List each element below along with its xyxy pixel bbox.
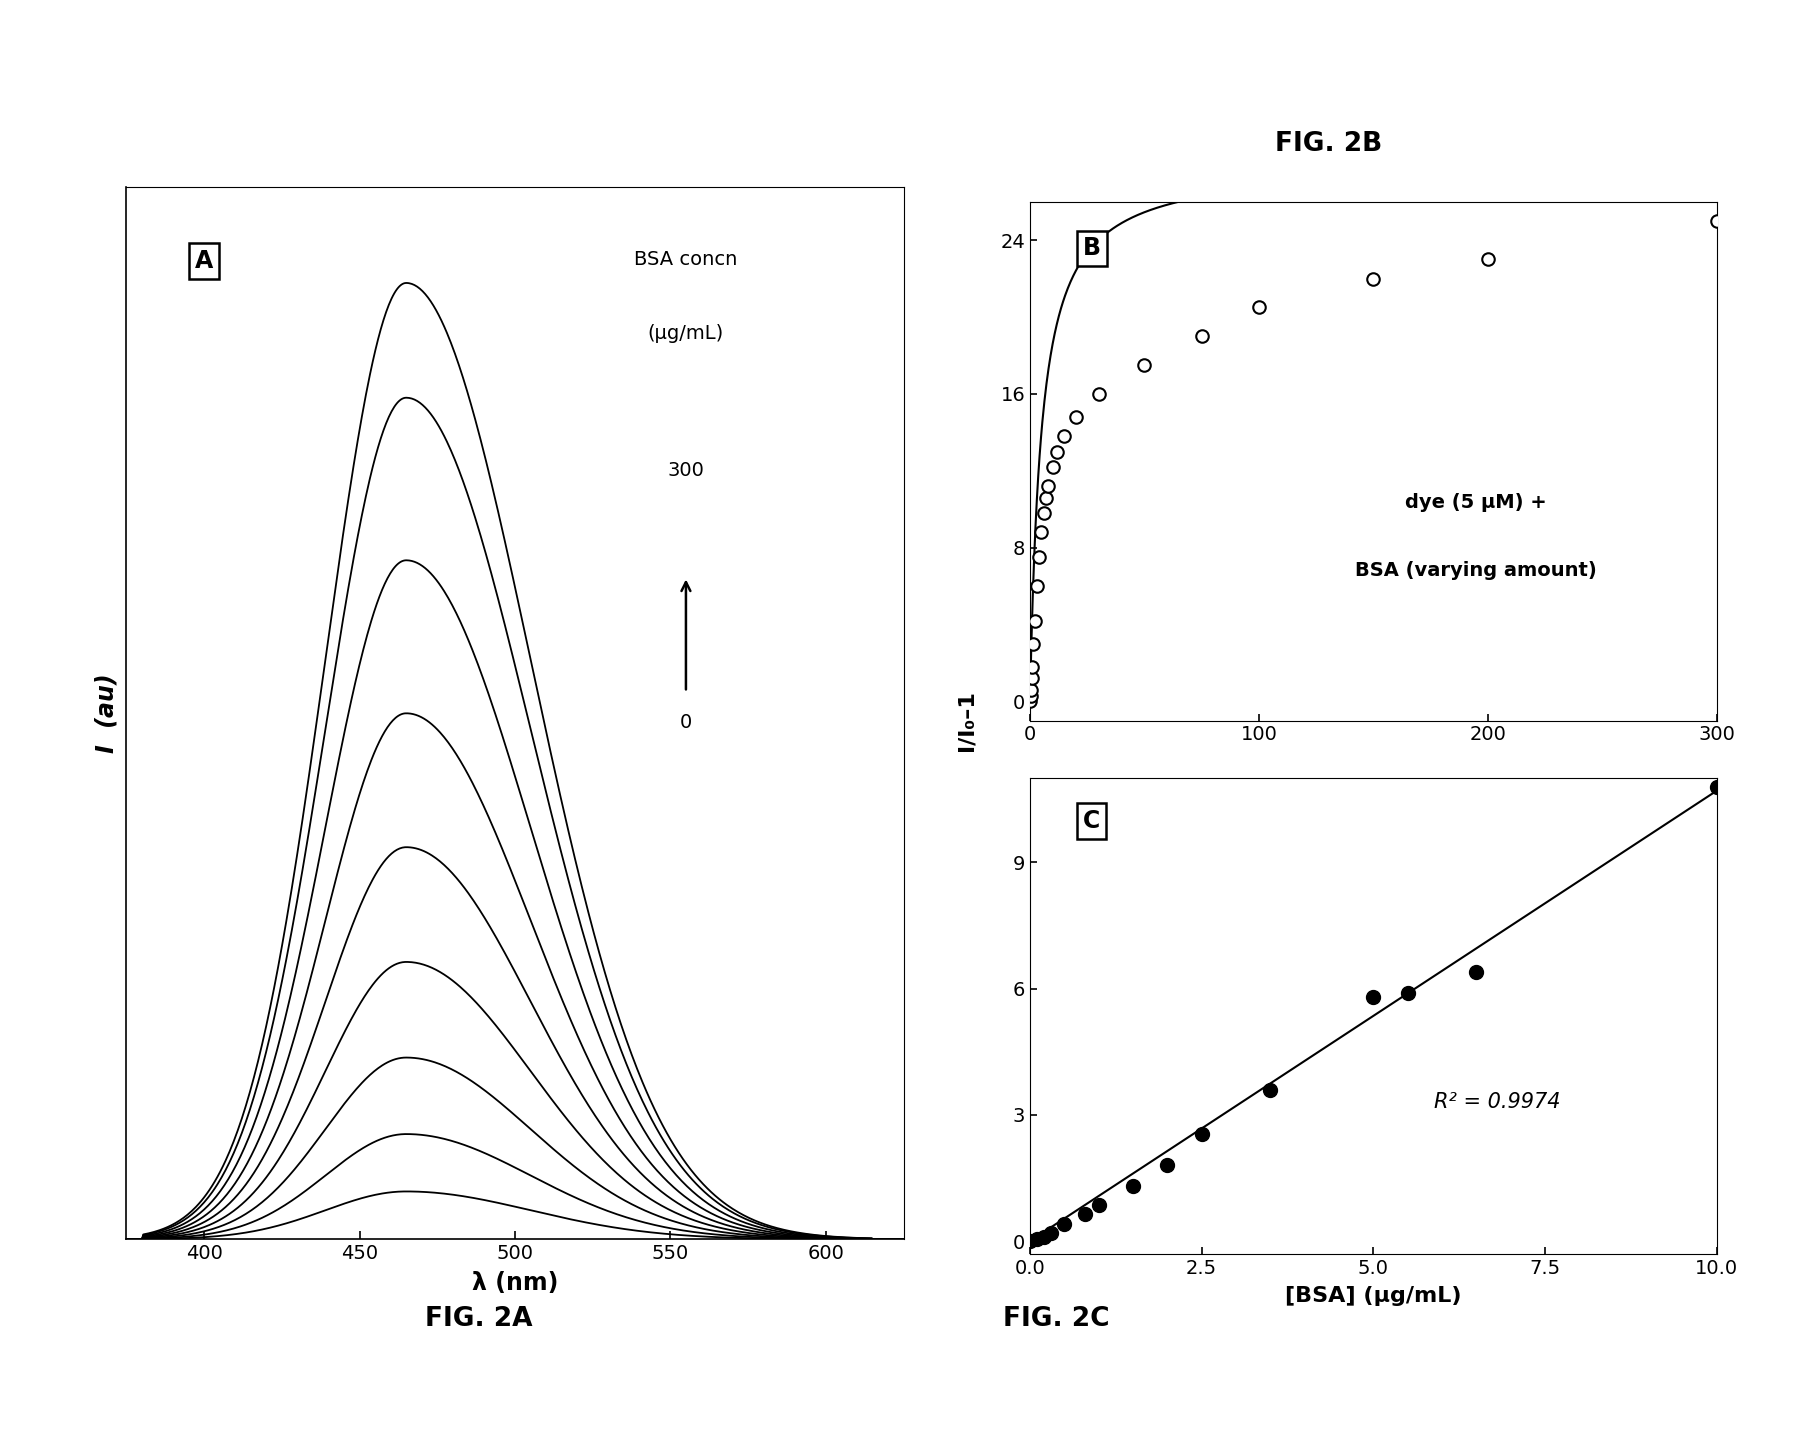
Text: I/I₀–1: I/I₀–1: [956, 690, 978, 751]
Text: BSA concn: BSA concn: [634, 251, 737, 269]
Text: FIG. 2B: FIG. 2B: [1274, 131, 1382, 157]
Text: dye (5 μM) +: dye (5 μM) +: [1406, 493, 1547, 512]
X-axis label: [BSA] (μg/mL): [BSA] (μg/mL): [1285, 1285, 1462, 1306]
Text: BSA (varying amount): BSA (varying amount): [1355, 561, 1597, 579]
Text: 300: 300: [667, 461, 705, 480]
Text: R² = 0.9974: R² = 0.9974: [1433, 1091, 1559, 1111]
Text: (μg/mL): (μg/mL): [649, 324, 725, 343]
X-axis label: λ (nm): λ (nm): [472, 1271, 558, 1295]
Text: A: A: [195, 249, 213, 272]
Text: B: B: [1082, 236, 1100, 261]
Y-axis label: I  (au): I (au): [94, 673, 117, 754]
Text: FIG. 2A: FIG. 2A: [425, 1306, 531, 1331]
Text: 0: 0: [679, 713, 692, 732]
Text: C: C: [1082, 808, 1100, 833]
Text: FIG. 2C: FIG. 2C: [1003, 1306, 1109, 1331]
